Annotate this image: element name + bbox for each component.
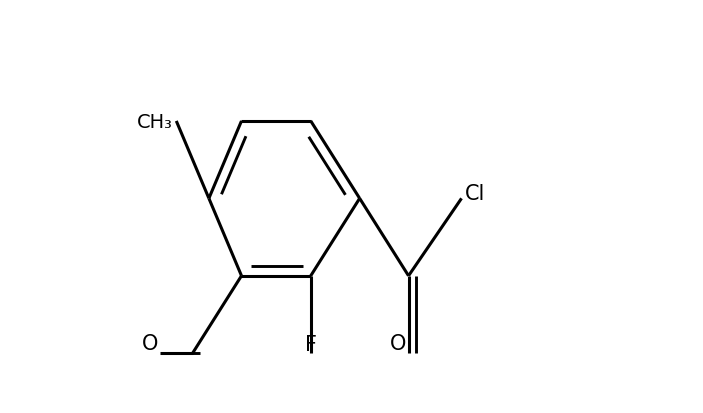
Text: Cl: Cl — [465, 184, 485, 204]
Text: CH₃: CH₃ — [137, 114, 173, 133]
Text: O: O — [390, 335, 406, 354]
Text: O: O — [141, 335, 158, 354]
Text: F: F — [305, 335, 317, 355]
